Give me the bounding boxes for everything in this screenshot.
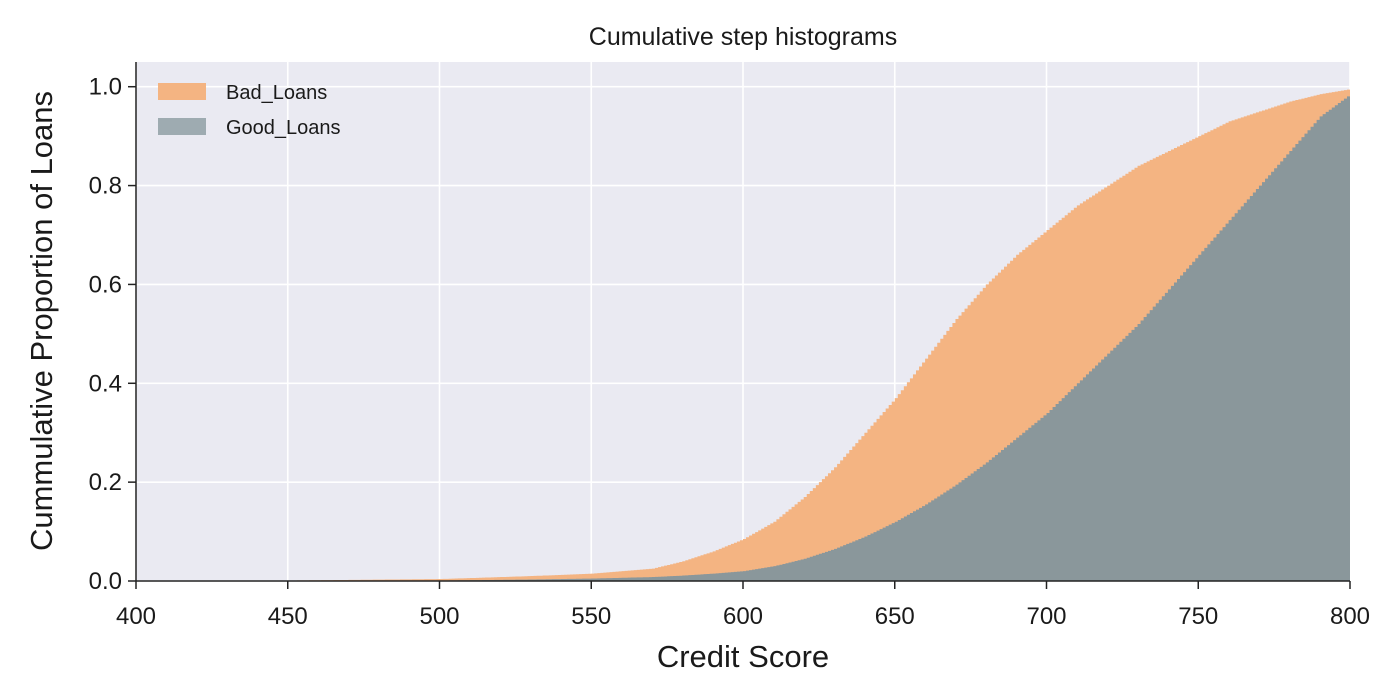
y-axis-label: Cummulative Proportion of Loans bbox=[24, 91, 59, 551]
x-tick-label: 700 bbox=[1026, 603, 1066, 630]
y-tick-label: 0.2 bbox=[89, 469, 122, 496]
legend-swatch-bad-loans bbox=[158, 83, 206, 100]
x-tick-label: 550 bbox=[571, 603, 611, 630]
y-tick-label: 0.0 bbox=[89, 568, 122, 595]
x-axis-ticks: 400 450 500 550 600 650 700 750 800 bbox=[116, 580, 1370, 630]
legend: Bad_Loans Good_Loans bbox=[158, 82, 341, 139]
x-tick-label: 400 bbox=[116, 603, 156, 630]
y-tick-label: 0.6 bbox=[89, 271, 122, 298]
chart-areas bbox=[136, 89, 1350, 581]
y-tick-label: 1.0 bbox=[89, 74, 122, 101]
x-tick-label: 450 bbox=[268, 603, 308, 630]
y-tick-label: 0.4 bbox=[89, 370, 122, 397]
series-area-good-loans bbox=[136, 94, 1350, 581]
x-tick-label: 600 bbox=[723, 603, 763, 630]
x-tick-label: 750 bbox=[1178, 603, 1218, 630]
x-axis-label: Credit Score bbox=[657, 639, 829, 674]
y-axis-ticks: 0.0 0.2 0.4 0.6 0.8 1.0 bbox=[89, 62, 137, 595]
chart-title: Cumulative step histograms bbox=[589, 23, 897, 51]
x-tick-label: 500 bbox=[419, 603, 459, 630]
legend-swatch-good-loans bbox=[158, 118, 206, 135]
x-tick-label: 800 bbox=[1330, 603, 1370, 630]
y-tick-label: 0.8 bbox=[89, 173, 122, 200]
x-tick-label: 650 bbox=[875, 603, 915, 630]
legend-label-bad-loans: Bad_Loans bbox=[226, 82, 327, 104]
legend-label-good-loans: Good_Loans bbox=[226, 117, 341, 139]
